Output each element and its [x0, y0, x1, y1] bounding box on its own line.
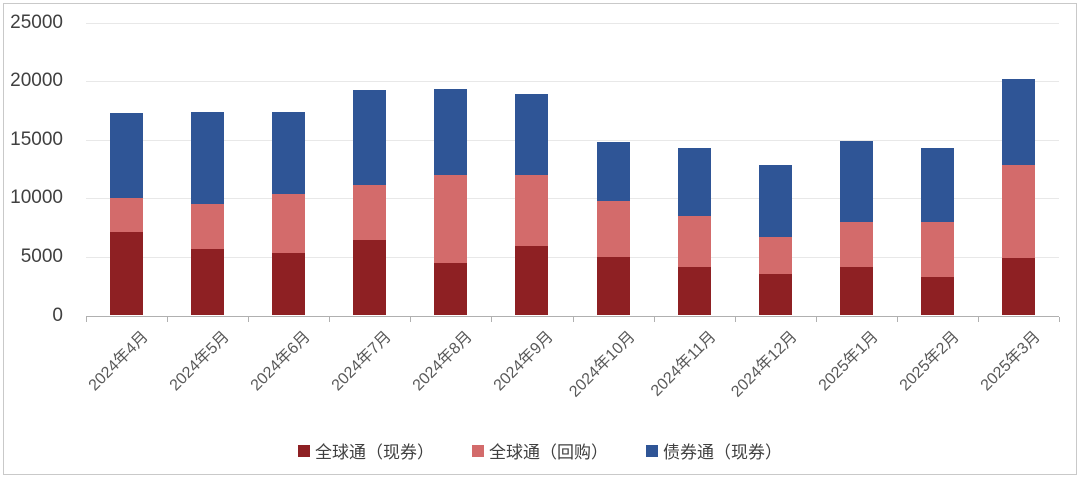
- y-axis-label: 10000: [10, 187, 63, 209]
- bar-segment: [758, 274, 792, 316]
- gridline-y-25000: [86, 22, 1059, 24]
- y-axis-label: 20000: [10, 70, 63, 92]
- legend-label: 全球通（回购）: [489, 443, 608, 462]
- legend-item: 全球通（回购）: [472, 438, 608, 463]
- bar-segment: [110, 112, 144, 199]
- legend-swatch: [298, 444, 310, 457]
- x-axis-tick: [86, 316, 87, 322]
- x-axis-label: 2024年6月: [247, 328, 314, 395]
- legend-swatch: [646, 444, 658, 457]
- x-axis-tick: [1059, 316, 1060, 322]
- x-axis-tick: [815, 316, 817, 322]
- bar-segment: [839, 221, 873, 268]
- x-axis-tick: [491, 316, 493, 322]
- x-axis-tick: [410, 316, 412, 322]
- bar-segment: [1001, 258, 1035, 316]
- bar-segment: [758, 236, 792, 275]
- gridline-y-15000: [86, 139, 1059, 141]
- bar-segment: [677, 215, 711, 268]
- x-axis-tick: [329, 316, 331, 322]
- bar-segment: [1001, 78, 1035, 166]
- bar-segment: [758, 165, 792, 237]
- x-axis-label: 2024年12月: [728, 328, 801, 401]
- x-axis-tick: [977, 316, 979, 322]
- x-axis-label: 2025年1月: [815, 328, 882, 395]
- x-axis-label: 2024年10月: [565, 328, 639, 401]
- bar-segment: [191, 248, 225, 316]
- y-axis-label: 25000: [10, 11, 63, 33]
- bar-segment: [434, 262, 468, 316]
- x-axis-tick: [653, 316, 655, 322]
- gridline-y-5000: [86, 256, 1059, 258]
- legend-swatch: [472, 444, 484, 457]
- x-axis-tick: [167, 316, 169, 322]
- y-axis-label: 5000: [20, 245, 63, 267]
- bar-segment: [920, 147, 954, 222]
- legend-label: 全球通（现券）: [315, 443, 434, 462]
- x-axis-label: 2025年3月: [977, 328, 1044, 395]
- bar-segment: [434, 174, 468, 263]
- legend-item: 全球通（现券）: [298, 438, 434, 463]
- bar-segment: [110, 198, 144, 233]
- x-axis-label: 2024年5月: [166, 328, 233, 395]
- bar-segment: [920, 221, 954, 277]
- bar-segment: [191, 111, 225, 205]
- x-axis-label: 2024年9月: [491, 328, 558, 395]
- x-axis-label: 2024年8月: [410, 328, 477, 395]
- bar-segment: [596, 142, 630, 201]
- bar-segment: [515, 93, 549, 175]
- bar-segment: [272, 193, 306, 254]
- x-axis-label: 2024年11月: [647, 328, 720, 400]
- bar-segment: [272, 253, 306, 316]
- bar-segment: [353, 240, 387, 316]
- x-axis-label: 2024年4月: [85, 328, 152, 395]
- legend-label: 债券通（现券）: [663, 443, 782, 462]
- bar-segment: [839, 267, 873, 316]
- bar-segment: [515, 246, 549, 316]
- bar-segment: [920, 276, 954, 316]
- legend-item: 债券通（现券）: [646, 438, 782, 463]
- bar-segment: [677, 147, 711, 216]
- x-axis-tick: [248, 316, 250, 322]
- bar-segment: [1001, 165, 1035, 259]
- bar-segment: [596, 200, 630, 257]
- x-axis-label: 2025年2月: [896, 328, 963, 395]
- bar-segment: [353, 185, 387, 241]
- gridline-y-10000: [86, 198, 1059, 200]
- bar-segment: [515, 174, 549, 247]
- gridline-y-20000: [86, 81, 1059, 83]
- bar-segment: [272, 111, 306, 194]
- bar-segment: [191, 204, 225, 249]
- x-axis-tick: [896, 316, 898, 322]
- bar-segment: [677, 267, 711, 316]
- x-axis-tick: [734, 316, 736, 322]
- x-axis-tick: [572, 316, 574, 322]
- y-axis-label: 0: [52, 304, 63, 326]
- y-axis-label: 15000: [10, 128, 63, 150]
- x-axis-line: [86, 315, 1059, 317]
- x-axis-label: 2024年7月: [328, 328, 396, 395]
- bar-segment: [110, 232, 144, 316]
- bar-segment: [434, 89, 468, 175]
- legend: 全球通（现券） 全球通（回购） 债券通（现券）: [0, 438, 1080, 463]
- bar-segment: [353, 90, 387, 186]
- bar-segment: [596, 256, 630, 316]
- bar-segment: [839, 140, 873, 222]
